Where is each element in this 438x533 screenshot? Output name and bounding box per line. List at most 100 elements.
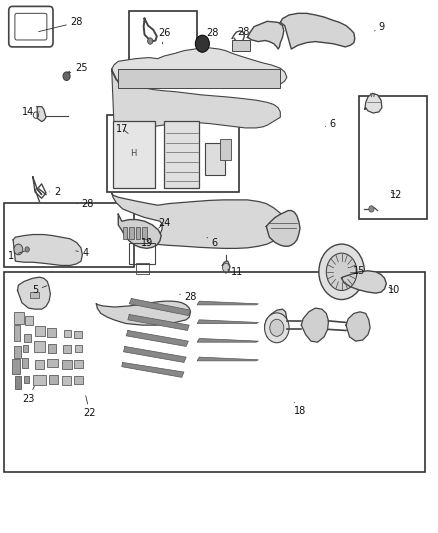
Circle shape bbox=[195, 35, 209, 52]
Text: 6: 6 bbox=[207, 237, 218, 247]
Bar bbox=[62, 376, 71, 385]
Circle shape bbox=[25, 247, 29, 252]
Bar bbox=[75, 345, 82, 352]
Circle shape bbox=[14, 244, 23, 255]
Bar bbox=[74, 360, 83, 368]
Text: 17: 17 bbox=[117, 124, 129, 134]
Polygon shape bbox=[13, 235, 82, 265]
Bar bbox=[220, 139, 231, 160]
Bar bbox=[63, 345, 71, 353]
Bar bbox=[205, 143, 225, 175]
Polygon shape bbox=[112, 193, 285, 248]
Circle shape bbox=[63, 72, 70, 80]
Polygon shape bbox=[18, 277, 50, 309]
Polygon shape bbox=[37, 107, 46, 122]
Text: 26: 26 bbox=[158, 28, 170, 44]
Text: 28: 28 bbox=[39, 18, 83, 31]
Polygon shape bbox=[266, 211, 300, 246]
Polygon shape bbox=[301, 308, 328, 342]
Bar bbox=[24, 334, 31, 342]
Polygon shape bbox=[342, 271, 386, 293]
Text: 22: 22 bbox=[84, 396, 96, 418]
Bar bbox=[12, 359, 20, 374]
Polygon shape bbox=[280, 13, 355, 49]
Text: W: W bbox=[370, 93, 375, 99]
Text: 28: 28 bbox=[202, 28, 219, 43]
Polygon shape bbox=[118, 214, 161, 248]
Bar bbox=[24, 376, 29, 383]
Bar bbox=[74, 331, 82, 338]
Polygon shape bbox=[128, 314, 189, 330]
Bar bbox=[14, 325, 20, 341]
Bar bbox=[123, 227, 127, 239]
Bar bbox=[62, 360, 72, 369]
Bar bbox=[359, 96, 427, 219]
Bar bbox=[33, 375, 46, 385]
Bar bbox=[4, 203, 134, 266]
Text: H: H bbox=[131, 149, 137, 158]
Text: 4: 4 bbox=[76, 248, 88, 258]
Text: 5: 5 bbox=[32, 286, 47, 295]
Bar bbox=[14, 312, 24, 324]
Text: 19: 19 bbox=[141, 238, 153, 247]
Bar bbox=[35, 326, 45, 336]
Circle shape bbox=[326, 253, 357, 290]
Circle shape bbox=[319, 244, 364, 300]
Polygon shape bbox=[112, 47, 287, 88]
Text: 23: 23 bbox=[22, 386, 35, 403]
Bar bbox=[113, 121, 155, 188]
Text: 24: 24 bbox=[158, 218, 170, 228]
Polygon shape bbox=[197, 357, 258, 361]
Polygon shape bbox=[122, 362, 184, 377]
Polygon shape bbox=[365, 93, 382, 113]
Polygon shape bbox=[126, 330, 188, 346]
Text: 11: 11 bbox=[228, 267, 244, 277]
Bar bbox=[47, 328, 56, 337]
Polygon shape bbox=[247, 21, 284, 49]
Text: 18: 18 bbox=[294, 402, 306, 416]
Polygon shape bbox=[197, 320, 258, 324]
Bar bbox=[47, 359, 58, 367]
Polygon shape bbox=[346, 312, 370, 341]
Text: 12: 12 bbox=[390, 190, 403, 199]
Polygon shape bbox=[129, 298, 191, 316]
Bar bbox=[64, 330, 71, 337]
Text: 10: 10 bbox=[388, 285, 400, 295]
Text: 28: 28 bbox=[180, 293, 197, 302]
Bar bbox=[129, 11, 197, 64]
Bar bbox=[136, 227, 140, 239]
Polygon shape bbox=[112, 69, 280, 128]
Bar bbox=[118, 69, 280, 88]
Bar bbox=[25, 316, 33, 325]
Bar bbox=[48, 344, 56, 353]
Bar bbox=[35, 360, 44, 369]
Bar bbox=[49, 375, 58, 384]
Bar bbox=[30, 292, 39, 298]
Bar bbox=[129, 227, 134, 239]
Circle shape bbox=[369, 206, 374, 212]
Polygon shape bbox=[197, 301, 258, 305]
Text: 9: 9 bbox=[374, 22, 384, 31]
Bar bbox=[22, 358, 28, 368]
Bar bbox=[136, 263, 149, 274]
Bar bbox=[164, 121, 199, 188]
Text: 6: 6 bbox=[325, 119, 336, 128]
Bar bbox=[15, 376, 21, 389]
Bar bbox=[4, 272, 425, 472]
Polygon shape bbox=[96, 301, 191, 325]
Bar bbox=[232, 40, 250, 51]
Text: 15: 15 bbox=[348, 266, 365, 276]
Circle shape bbox=[270, 319, 284, 336]
Text: 14: 14 bbox=[22, 107, 39, 117]
Text: 1: 1 bbox=[8, 251, 25, 261]
Text: 2: 2 bbox=[49, 187, 60, 197]
Bar bbox=[34, 341, 45, 352]
Text: 25: 25 bbox=[69, 63, 87, 73]
Polygon shape bbox=[197, 338, 258, 342]
Bar bbox=[74, 376, 83, 384]
Text: 28: 28 bbox=[77, 199, 94, 208]
Polygon shape bbox=[265, 309, 287, 341]
Circle shape bbox=[265, 313, 289, 343]
Bar bbox=[142, 227, 147, 239]
Polygon shape bbox=[124, 346, 186, 362]
